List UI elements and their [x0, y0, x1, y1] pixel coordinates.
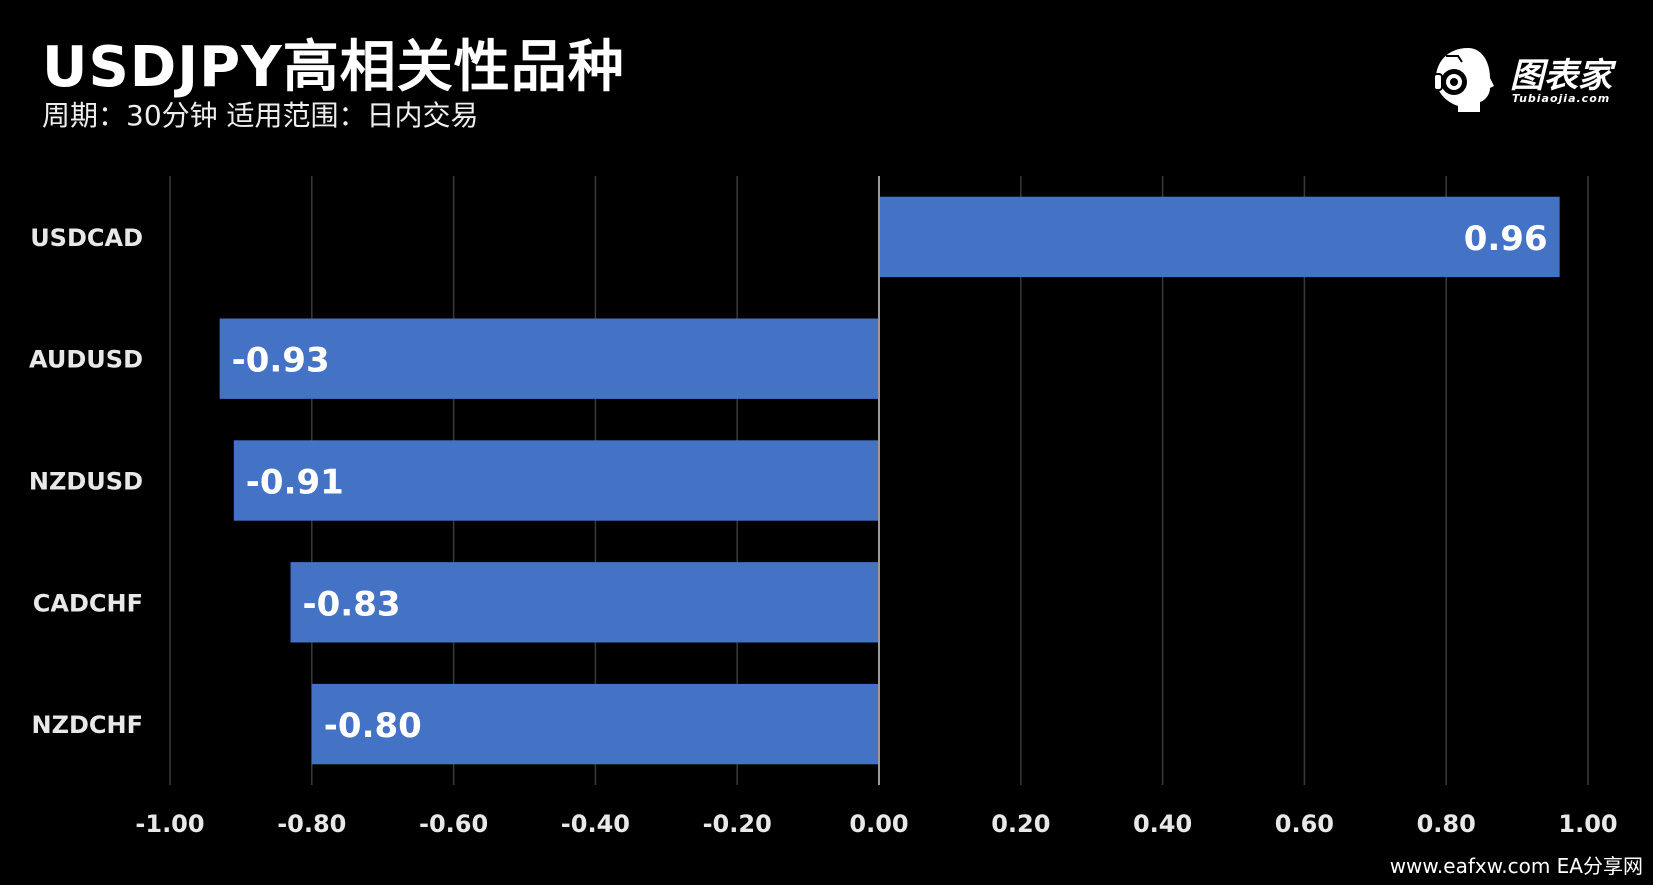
x-tick-label: -0.20 — [703, 810, 772, 838]
category-label: AUDUSD — [29, 346, 143, 374]
tick-labels: -1.00 -0.80 -0.60 -0.40 -0.20 0.00 0.20 0.40 0.6… — [135, 810, 1617, 838]
category-label: NZDCHF — [31, 711, 143, 739]
data-labels: 0.96 -0.93 -0.91 -0.83 -0.80 — [232, 219, 1548, 746]
data-label: -0.83 — [303, 584, 401, 624]
bar-nzdchf — [311, 683, 879, 765]
category-label: CADCHF — [33, 589, 143, 617]
chart-subtitle: 周期：30分钟 适用范围：日内交易 — [42, 99, 479, 132]
category-labels: USDCAD AUDUSD NZDUSD CADCHF NZDCHF — [29, 224, 143, 739]
data-label: -0.91 — [246, 463, 344, 503]
x-tick-label: 1.00 — [1558, 810, 1617, 838]
data-label: -0.80 — [324, 706, 422, 746]
watermark: www.eafxw.com EA分享网 — [1389, 854, 1643, 878]
bar-usdcad — [879, 196, 1560, 278]
x-tick-label: 0.80 — [1417, 810, 1476, 838]
x-tick-label: 0.40 — [1133, 810, 1192, 838]
category-label: NZDUSD — [29, 468, 143, 496]
brand-name: 图表家 — [1510, 56, 1612, 96]
bar-audusd — [219, 318, 879, 399]
x-tick-label: 0.20 — [991, 810, 1050, 838]
data-label: 0.96 — [1464, 219, 1548, 259]
brand-logo: 图表家 Tubiaojia.com — [1428, 44, 1628, 114]
bar-nzdusd — [233, 440, 879, 521]
data-label: -0.93 — [232, 341, 330, 381]
category-label: USDCAD — [30, 224, 143, 252]
chart-title: USDJPY高相关性品种 — [42, 35, 625, 100]
x-tick-label: -0.80 — [277, 810, 346, 838]
brand-site: Tubiaojia.com — [1512, 92, 1611, 105]
x-tick-label: 0.00 — [849, 810, 908, 838]
x-tick-label: -0.60 — [419, 810, 488, 838]
bars — [219, 196, 1560, 765]
x-tick-label: 0.60 — [1275, 810, 1334, 838]
bar-cadchf — [290, 562, 879, 643]
x-tick-label: -0.40 — [561, 810, 630, 838]
robot-head-logo-icon — [1433, 48, 1494, 112]
x-tick-label: -1.00 — [135, 810, 204, 838]
